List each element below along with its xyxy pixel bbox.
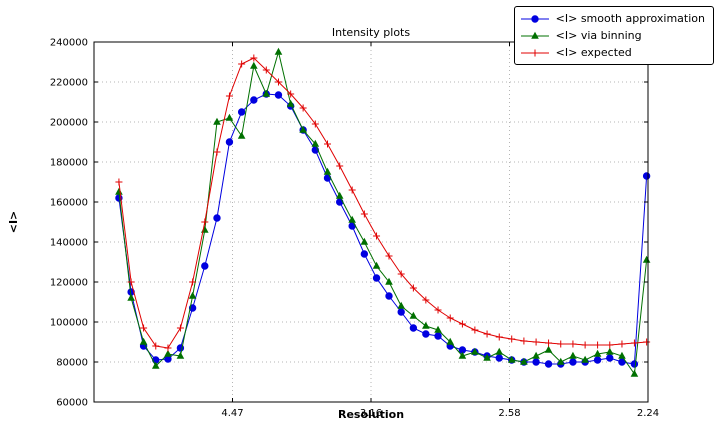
svg-text:100000: 100000 [50,318,88,329]
chart-title: Intensity plots [331,26,411,39]
legend: <I> smooth approximation <I> via binning… [513,6,714,65]
legend-label: <I> via binning [555,29,642,42]
legend-marker-triangle-icon [520,31,549,39]
svg-text:140000: 140000 [50,238,88,249]
legend-marker-circle-icon [520,14,549,23]
legend-label: <I> expected [555,46,632,59]
legend-label: <I> smooth approximation [555,12,705,25]
legend-marker-plus-icon [520,49,549,56]
svg-text:80000: 80000 [56,358,88,369]
svg-text:200000: 200000 [50,118,88,129]
svg-text:240000: 240000 [50,38,88,49]
x-axis-label: Resolution [337,408,405,421]
legend-item-expected: <I> expected [519,44,705,61]
svg-text:160000: 160000 [50,198,88,209]
svg-text:2.24: 2.24 [637,408,659,419]
svg-text:3.16: 3.16 [360,408,382,419]
svg-text:60000: 60000 [56,398,88,409]
legend-item-smooth-approximation: <I> smooth approximation [519,10,705,27]
svg-text:120000: 120000 [50,278,88,289]
y-axis-label: <I> [7,210,20,234]
svg-text:2.58: 2.58 [498,408,520,419]
svg-text:4.47: 4.47 [221,408,243,419]
legend-item-via-binning: <I> via binning [519,27,705,44]
svg-text:220000: 220000 [50,78,88,89]
svg-text:180000: 180000 [50,158,88,169]
